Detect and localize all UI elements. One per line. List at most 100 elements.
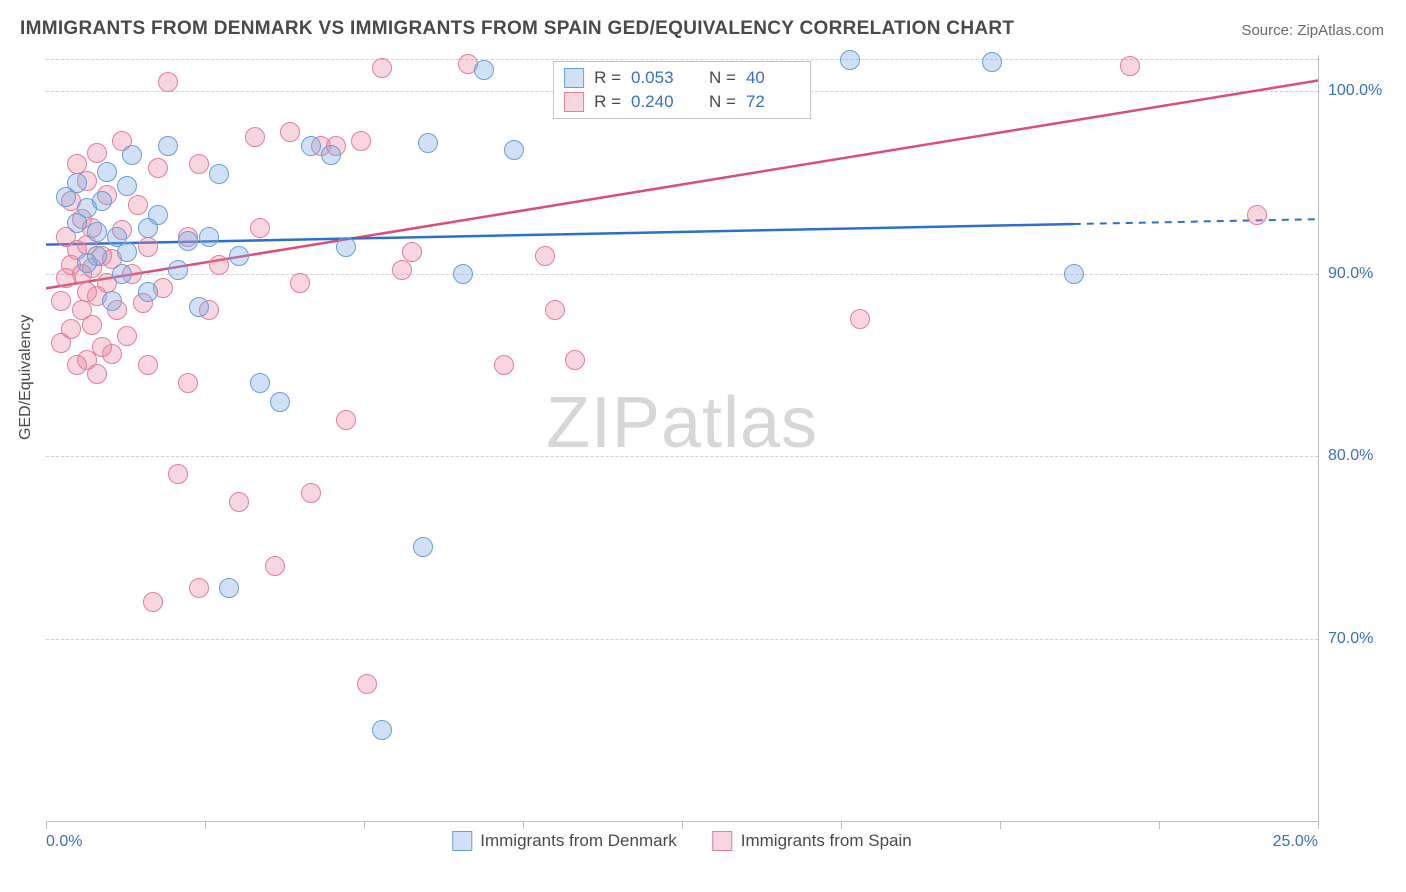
regression-lines	[46, 55, 1318, 821]
point-spain	[565, 350, 585, 370]
point-spain	[545, 300, 565, 320]
point-spain	[148, 158, 168, 178]
legend-row-denmark: R = 0.053 N = 40	[564, 66, 798, 90]
point-denmark	[219, 578, 239, 598]
n-value-denmark: 40	[746, 68, 798, 88]
point-denmark	[148, 205, 168, 225]
point-spain	[402, 242, 422, 262]
r-label: R =	[594, 68, 621, 88]
gridline-h	[46, 639, 1318, 640]
x-tick	[46, 821, 47, 829]
swatch-spain	[713, 831, 733, 851]
point-spain	[535, 246, 555, 266]
point-denmark	[413, 537, 433, 557]
regression-line-extrapolated	[1074, 219, 1318, 224]
y-tick-label: 80.0%	[1328, 447, 1392, 465]
y-tick-label: 90.0%	[1328, 265, 1392, 283]
y-axis-label: GED/Equivalency	[17, 315, 35, 440]
point-spain	[128, 195, 148, 215]
point-spain	[138, 355, 158, 375]
point-spain	[143, 592, 163, 612]
chart-title: IMMIGRANTS FROM DENMARK VS IMMIGRANTS FR…	[20, 18, 1014, 40]
legend-item-spain: Immigrants from Spain	[713, 831, 912, 851]
x-tick	[1000, 821, 1001, 829]
point-spain	[245, 127, 265, 147]
point-denmark	[87, 246, 107, 266]
point-denmark	[117, 242, 137, 262]
chart-container: IMMIGRANTS FROM DENMARK VS IMMIGRANTS FR…	[0, 0, 1406, 892]
x-tick-min: 0.0%	[46, 833, 82, 851]
n-label: N =	[709, 92, 736, 112]
x-tick	[364, 821, 365, 829]
point-spain	[250, 218, 270, 238]
point-spain	[290, 273, 310, 293]
point-denmark	[189, 297, 209, 317]
point-denmark	[209, 164, 229, 184]
correlation-legend: R = 0.053 N = 40 R = 0.240 N = 72	[553, 61, 811, 119]
point-denmark	[102, 291, 122, 311]
legend-row-spain: R = 0.240 N = 72	[564, 90, 798, 114]
point-spain	[372, 58, 392, 78]
point-spain	[189, 578, 209, 598]
point-denmark	[982, 52, 1002, 72]
point-denmark	[372, 720, 392, 740]
point-denmark	[840, 50, 860, 70]
point-spain	[351, 131, 371, 151]
x-tick	[1159, 821, 1160, 829]
x-tick	[841, 821, 842, 829]
point-denmark	[229, 246, 249, 266]
point-denmark	[336, 237, 356, 257]
point-spain	[229, 492, 249, 512]
point-spain	[87, 364, 107, 384]
point-spain	[336, 410, 356, 430]
point-denmark	[1064, 264, 1084, 284]
point-denmark	[158, 136, 178, 156]
point-spain	[178, 373, 198, 393]
point-denmark	[138, 282, 158, 302]
point-spain	[87, 143, 107, 163]
point-denmark	[168, 260, 188, 280]
x-tick	[1318, 821, 1319, 829]
point-denmark	[418, 133, 438, 153]
point-denmark	[122, 145, 142, 165]
point-denmark	[453, 264, 473, 284]
x-tick	[682, 821, 683, 829]
series-legend: Immigrants from Denmark Immigrants from …	[452, 831, 911, 851]
point-spain	[138, 237, 158, 257]
n-label: N =	[709, 68, 736, 88]
point-denmark	[250, 373, 270, 393]
point-denmark	[97, 162, 117, 182]
point-spain	[189, 154, 209, 174]
point-spain	[61, 319, 81, 339]
point-spain	[1247, 205, 1267, 225]
point-denmark	[117, 176, 137, 196]
chart-source: Source: ZipAtlas.com	[1241, 22, 1384, 39]
point-spain	[82, 315, 102, 335]
swatch-denmark	[564, 68, 584, 88]
point-spain	[280, 122, 300, 142]
point-spain	[158, 72, 178, 92]
point-spain	[1120, 56, 1140, 76]
point-denmark	[178, 231, 198, 251]
gridline-h	[46, 274, 1318, 275]
x-tick	[205, 821, 206, 829]
point-spain	[117, 326, 137, 346]
gridline-h	[46, 456, 1318, 457]
y-tick-label: 70.0%	[1328, 630, 1392, 648]
n-value-spain: 72	[746, 92, 798, 112]
point-denmark	[321, 145, 341, 165]
point-denmark	[87, 222, 107, 242]
point-spain	[51, 291, 71, 311]
watermark: ZIPatlas	[546, 382, 818, 464]
r-value-spain: 0.240	[631, 92, 683, 112]
legend-label-denmark: Immigrants from Denmark	[480, 831, 676, 851]
point-spain	[850, 309, 870, 329]
y-tick-label: 100.0%	[1328, 82, 1392, 100]
swatch-spain	[564, 92, 584, 112]
point-spain	[301, 483, 321, 503]
point-denmark	[504, 140, 524, 160]
point-denmark	[270, 392, 290, 412]
legend-item-denmark: Immigrants from Denmark	[452, 831, 676, 851]
point-denmark	[67, 173, 87, 193]
point-denmark	[112, 264, 132, 284]
